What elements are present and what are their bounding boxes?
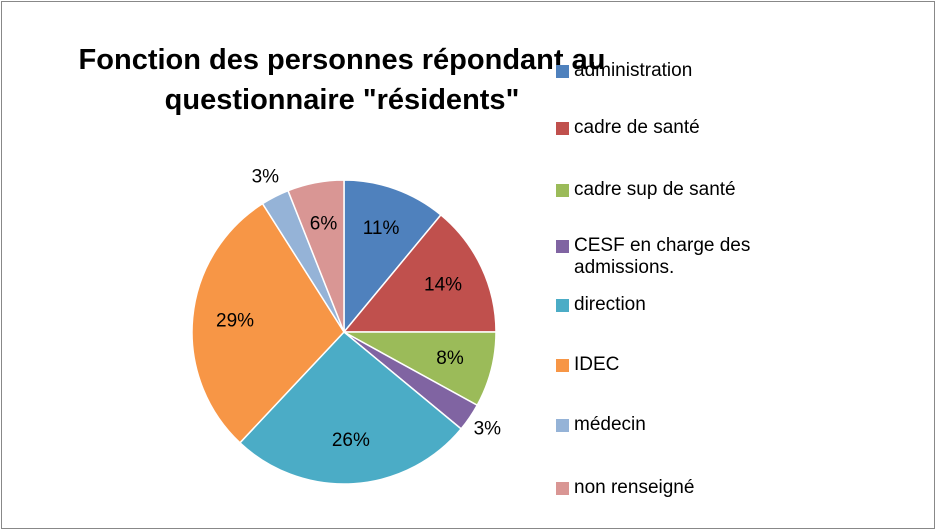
- legend-label: IDEC: [574, 354, 620, 375]
- data-label: 3%: [474, 418, 502, 439]
- data-label: 14%: [424, 274, 462, 295]
- legend-label: médecin: [574, 414, 646, 435]
- legend-item: non renseigné: [556, 477, 756, 499]
- legend-label: cadre de santé: [574, 117, 700, 138]
- legend-swatch: [556, 419, 569, 432]
- legend-swatch: [556, 122, 569, 135]
- data-label: 3%: [252, 167, 280, 188]
- data-label: 26%: [332, 430, 370, 451]
- legend-item: direction: [556, 294, 756, 316]
- legend-item: CESF en charge des admissions.: [556, 235, 756, 279]
- legend-swatch: [556, 299, 569, 312]
- pie-slice: [342, 213, 497, 333]
- chart-title: Fonction des personnes répondant au ques…: [78, 44, 606, 116]
- legend-label: cadre sup de santé: [574, 179, 736, 200]
- pie-slice: [191, 202, 345, 444]
- data-label: 6%: [310, 214, 338, 235]
- legend-item: médecin: [556, 414, 756, 436]
- legend-item: cadre de santé: [556, 117, 756, 139]
- legend-swatch: [556, 359, 569, 372]
- data-label: 8%: [436, 348, 464, 369]
- legend-swatch: [556, 240, 569, 253]
- pie-slice: [238, 330, 463, 485]
- legend-label: administration: [574, 60, 693, 81]
- pie-slice: [343, 179, 442, 335]
- legend-label: CESF en charge des admissions.: [574, 235, 751, 278]
- legend-swatch: [556, 184, 569, 197]
- pie-slice: [287, 179, 345, 333]
- legend-item: IDEC: [556, 354, 756, 376]
- data-label: 29%: [216, 311, 254, 332]
- legend-swatch: [556, 65, 569, 78]
- legend-item: cadre sup de santé: [556, 179, 756, 201]
- legend-swatch: [556, 482, 569, 495]
- legend-label: non renseigné: [574, 477, 695, 498]
- legend-item: administration: [556, 60, 756, 82]
- data-label: 11%: [363, 218, 400, 239]
- legend-label: direction: [574, 294, 646, 315]
